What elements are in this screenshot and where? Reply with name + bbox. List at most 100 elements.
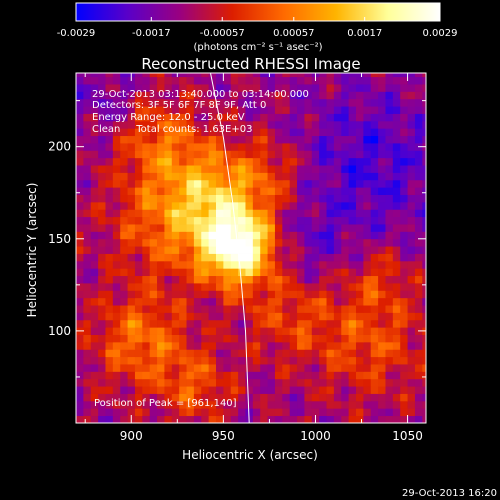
heatmap-cell (267, 297, 276, 306)
heatmap-cell (76, 415, 84, 423)
heatmap-cell (400, 135, 408, 144)
heatmap-cell (245, 224, 254, 232)
heatmap-cell (142, 268, 151, 277)
heatmap-cell (142, 143, 151, 151)
heatmap-cell (208, 400, 217, 409)
heatmap-cell (201, 84, 210, 92)
chart-title: Reconstructed RHESSI Image (141, 55, 360, 73)
heatmap-cell (311, 356, 320, 365)
heatmap-cell (363, 98, 372, 107)
heatmap-cell (356, 216, 364, 225)
heatmap-cell (238, 106, 246, 114)
heatmap-cell (76, 106, 84, 114)
heatmap-cell (179, 246, 187, 254)
heatmap-cell (201, 165, 210, 173)
heatmap-cell (90, 120, 99, 129)
heatmap-cell (385, 386, 394, 394)
heatmap-cell (171, 297, 180, 306)
heatmap-cell (252, 312, 261, 321)
heatmap-cell (201, 319, 210, 328)
heatmap-cell (105, 73, 114, 78)
heatmap-cell (392, 305, 401, 313)
heatmap-cell (186, 283, 195, 291)
heatmap-cell (238, 371, 246, 380)
heatmap-cell (341, 393, 350, 402)
heatmap-cell (407, 371, 416, 380)
heatmap-cell (267, 172, 276, 181)
heatmap-cell (414, 76, 423, 85)
heatmap-cell (282, 290, 291, 299)
heatmap-cell (311, 106, 320, 114)
heatmap-cell (260, 238, 268, 247)
heatmap-cell (149, 76, 158, 85)
heatmap-cell (392, 238, 401, 247)
heatmap-cell (186, 224, 195, 232)
heatmap-cell (120, 76, 128, 85)
heatmap-cell (289, 187, 298, 195)
heatmap-cell (127, 157, 136, 166)
heatmap-cell (414, 84, 423, 92)
heatmap-cell (193, 341, 202, 350)
heatmap-cell (105, 165, 114, 173)
heatmap-cell (112, 290, 121, 299)
heatmap-cell (98, 408, 106, 417)
heatmap-cell (179, 224, 187, 232)
heatmap-cell (282, 194, 291, 203)
heatmap-cell (127, 260, 136, 269)
heatmap-cell (311, 260, 320, 269)
heatmap-cell (193, 216, 202, 225)
heatmap-cell (208, 349, 217, 358)
heatmap-cell (112, 135, 121, 144)
heatmap-cell (304, 128, 313, 137)
heatmap-cell (400, 283, 408, 291)
heatmap-cell (282, 246, 291, 254)
heatmap-cell (238, 91, 246, 100)
heatmap-cell (304, 253, 313, 262)
heatmap-cell (201, 128, 210, 137)
heatmap-cell (127, 297, 136, 306)
heatmap-cell (311, 319, 320, 328)
heatmap-cell (216, 209, 224, 218)
heatmap-cell (400, 290, 408, 299)
heatmap-cell (245, 135, 254, 144)
heatmap-cell (341, 371, 350, 380)
heatmap-cell (112, 238, 121, 247)
heatmap-cell (319, 172, 327, 181)
heatmap-cell (252, 194, 261, 203)
heatmap-cell (186, 150, 195, 159)
heatmap-cell (193, 283, 202, 291)
heatmap-cell (407, 91, 416, 100)
heatmap-cell (378, 187, 386, 195)
heatmap-cell (134, 150, 143, 159)
heatmap-cell (363, 187, 372, 195)
heatmap-cell (186, 275, 195, 284)
heatmap-cell (385, 91, 394, 100)
heatmap-cell (356, 120, 364, 129)
heatmap-cell (171, 143, 180, 151)
heatmap-cell (171, 253, 180, 262)
heatmap-cell (179, 378, 187, 387)
heatmap-cell (193, 327, 202, 335)
heatmap-cell (201, 106, 210, 114)
heatmap-cell (201, 378, 210, 387)
heatmap-cell (282, 408, 291, 417)
heatmap-cell (208, 312, 217, 321)
heatmap-cell (378, 216, 386, 225)
heatmap-cell (120, 120, 128, 129)
heatmap-cell (348, 371, 357, 380)
heatmap-cell (245, 341, 254, 350)
heatmap-cell (282, 73, 291, 78)
heatmap-cell (76, 319, 84, 328)
heatmap-cell (370, 143, 379, 151)
heatmap-cell (422, 73, 426, 78)
heatmap-cell (223, 283, 232, 291)
heatmap-cell (238, 415, 246, 423)
heatmap-cell (304, 216, 313, 225)
heatmap-cell (319, 128, 327, 137)
heatmap-cell (414, 415, 423, 423)
heatmap-cell (407, 194, 416, 203)
heatmap-cell (171, 415, 180, 423)
heatmap-cell (98, 297, 106, 306)
heatmap-cell (319, 312, 327, 321)
